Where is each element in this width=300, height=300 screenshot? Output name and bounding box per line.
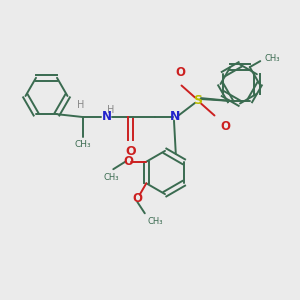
Text: H: H xyxy=(77,100,85,110)
Text: N: N xyxy=(170,110,181,124)
Text: O: O xyxy=(175,67,185,80)
Text: O: O xyxy=(220,120,230,133)
Text: CH₃: CH₃ xyxy=(103,173,119,182)
Text: CH₃: CH₃ xyxy=(148,217,163,226)
Text: O: O xyxy=(132,192,142,205)
Text: O: O xyxy=(125,145,136,158)
Text: N: N xyxy=(101,110,112,124)
Text: CH₃: CH₃ xyxy=(74,140,91,149)
Text: S: S xyxy=(194,94,202,107)
Text: CH₃: CH₃ xyxy=(264,54,280,63)
Text: O: O xyxy=(123,155,133,168)
Text: H: H xyxy=(107,105,115,115)
